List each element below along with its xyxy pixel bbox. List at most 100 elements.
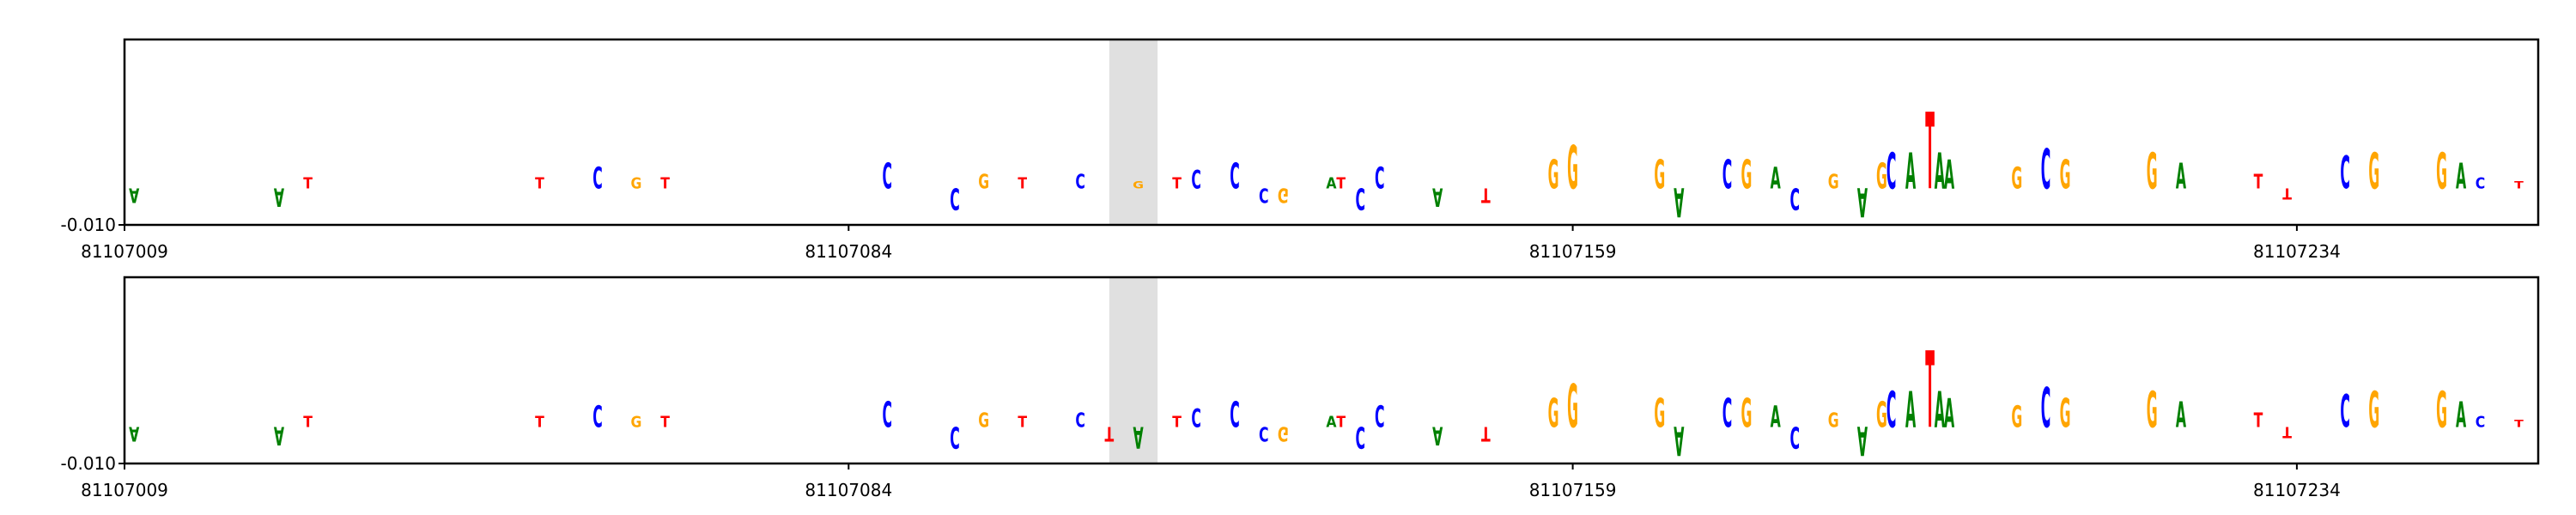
logo-letter: T [1925, 92, 1935, 214]
logo-letter: G [2060, 153, 2071, 199]
logo-letter: T [1018, 414, 1027, 431]
logo-letter: C [2340, 148, 2350, 200]
logo-letter: T [2514, 180, 2524, 191]
logo-letter: G [2147, 381, 2158, 439]
logo-letter: G [2011, 400, 2022, 434]
logo-letter: C [1191, 167, 1201, 196]
logo-letter: C [1075, 171, 1085, 194]
logo-letter: C [1355, 181, 1365, 215]
logo-letter: T [1925, 330, 1935, 452]
logo-letter: A [1944, 153, 1954, 199]
logo-letter: C [2476, 175, 2486, 192]
plot-frame [123, 38, 2540, 227]
x-tick-label: 81107159 [1529, 480, 1617, 500]
logo-letter: T [303, 414, 313, 431]
highlight-region [1109, 39, 1158, 225]
y-tick-label: -0.010 [61, 215, 116, 235]
logo-letter: A [1771, 400, 1781, 434]
logo-letter: C [950, 419, 960, 453]
logo-letter: A [129, 184, 140, 207]
logo-letter: A [1905, 381, 1916, 439]
logo-letter: C [1722, 153, 1733, 199]
logo-letter: G [1133, 180, 1144, 191]
logo-letter: C [1722, 391, 1733, 438]
logo-letter: T [2514, 418, 2524, 429]
x-tick-label: 81107009 [81, 241, 168, 262]
logo-letter: C [1789, 419, 1800, 453]
logo-letter: G [1828, 409, 1839, 432]
logo-letter: A [1133, 419, 1144, 453]
logo-letter: T [2282, 185, 2292, 202]
logo-letter: A [1674, 179, 1684, 225]
x-tick-label: 81107084 [805, 480, 892, 500]
logo-letter: T [2254, 171, 2263, 194]
logo-letter: A [2176, 157, 2186, 197]
logo-letter: G [1741, 391, 1753, 438]
highlight-region [1109, 277, 1158, 464]
logo-letter: G [1548, 391, 1559, 438]
logo-letter: C [1259, 184, 1269, 207]
logo-letter: G [1654, 153, 1665, 199]
logo-letter: A [1935, 144, 1945, 202]
logo-letter: T [535, 175, 544, 192]
logo-letter: T [660, 414, 670, 431]
logo-letter: T [660, 175, 670, 192]
logo-letter: A [1905, 144, 1916, 202]
x-tick-label: 81107234 [2253, 241, 2341, 262]
logo-letter: G [630, 414, 641, 431]
logo-letter: T [1481, 184, 1491, 207]
logo-letter: A [1674, 416, 1684, 463]
logo-letter: C [1375, 400, 1385, 434]
logo-letter: T [1105, 422, 1115, 445]
logo-letter: T [1336, 414, 1346, 431]
logo-letter: T [2282, 423, 2292, 440]
logo-letter: A [2456, 157, 2466, 197]
logo-letter: T [1481, 422, 1491, 445]
logo-letter: C [2041, 378, 2051, 441]
logo-letter: C [1230, 157, 1240, 197]
logo-letter: G [1654, 391, 1665, 438]
logo-letter: C [1886, 144, 1897, 202]
logo-letter: G [630, 175, 641, 192]
logo-letter: A [1944, 391, 1954, 438]
x-tick-label: 81107234 [2253, 480, 2341, 500]
logo-letter: T [535, 414, 544, 431]
logo-letter: G [1278, 422, 1289, 445]
logo-letter: A [129, 422, 140, 445]
logo-letter: T [1172, 414, 1182, 431]
logo-letter: T [1172, 175, 1182, 192]
logo-letter: T [1018, 175, 1027, 192]
x-tick-label: 81107009 [81, 480, 168, 500]
logo-letter: G [1741, 153, 1753, 199]
logo-letter: A [274, 421, 284, 451]
logo-letter: C [1230, 395, 1240, 436]
logo-letter: G [2436, 144, 2447, 202]
logo-letter: G [2060, 391, 2071, 438]
logo-letter: C [1191, 403, 1201, 433]
logo-letter: T [2254, 409, 2263, 432]
logo-letter: C [2041, 138, 2051, 202]
logo-letter: A [1432, 421, 1443, 451]
logo-letter: T [1336, 175, 1346, 192]
logo-letter: A [2176, 395, 2186, 436]
y-tick-label: -0.010 [61, 453, 116, 474]
logo-letter: C [883, 395, 893, 436]
logo-letter: A [274, 182, 284, 211]
logo-letter: G [1278, 184, 1289, 207]
logo-letter: G [2368, 144, 2379, 202]
logo-letter: G [1828, 171, 1839, 194]
logo-letter: A [1771, 162, 1781, 197]
logo-letter: C [1789, 181, 1800, 215]
logo-letter: G [1567, 133, 1578, 203]
logo-letter: C [1075, 409, 1085, 432]
logo-letter: A [1326, 175, 1336, 192]
logo-letter: G [2147, 144, 2158, 202]
logo-letter: G [1548, 153, 1559, 199]
logo-letter: A [1935, 381, 1945, 439]
logo-letter: G [2368, 381, 2379, 439]
logo-letter: T [303, 175, 313, 192]
logo-letter: C [1886, 381, 1897, 439]
x-tick-label: 81107159 [1529, 241, 1617, 262]
